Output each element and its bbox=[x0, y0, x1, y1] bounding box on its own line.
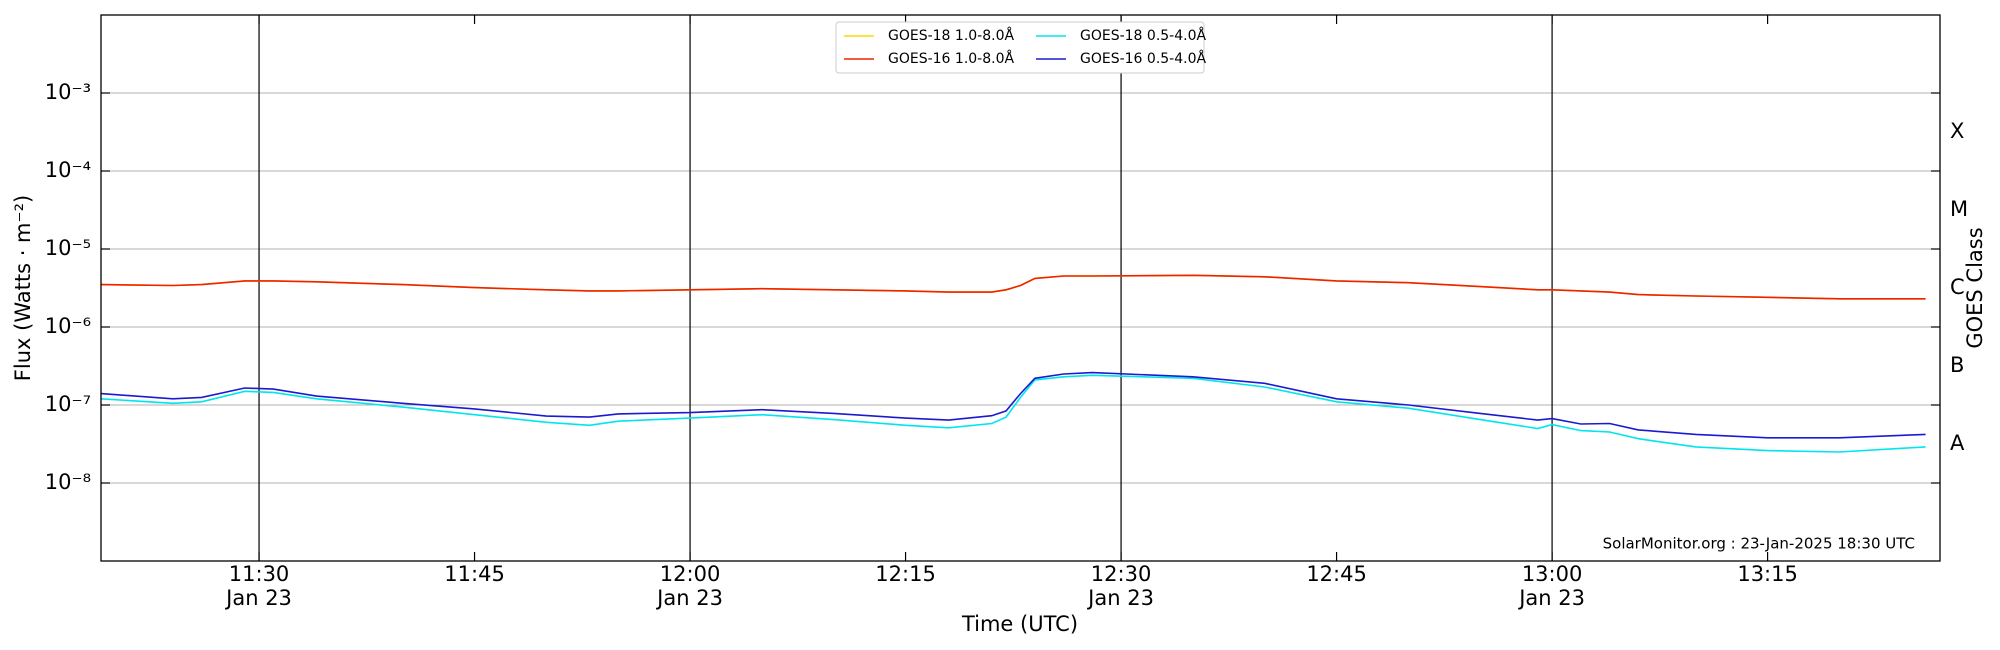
y-tick-label: 10⁻⁸ bbox=[45, 470, 91, 494]
y-tick-label: 10⁻³ bbox=[45, 80, 91, 104]
legend-label: GOES-16 1.0-8.0Å bbox=[888, 50, 1014, 67]
legend-label: GOES-18 0.5-4.0Å bbox=[1080, 27, 1206, 44]
legend-label: GOES-16 0.5-4.0Å bbox=[1080, 50, 1206, 67]
y2-tick-label: A bbox=[1950, 431, 1965, 455]
y-axis-label: Flux (Watts · m⁻²) bbox=[11, 195, 35, 381]
annotation: SolarMonitor.org : 23-Jan-2025 18:30 UTC bbox=[1603, 535, 1915, 553]
x-tick-sublabel: Jan 23 bbox=[1086, 586, 1154, 610]
x-tick-sublabel: Jan 23 bbox=[655, 586, 723, 610]
y-tick-label: 10⁻⁷ bbox=[45, 392, 91, 416]
series-line bbox=[100, 274, 1926, 300]
series-line bbox=[100, 374, 1926, 453]
x-tick-label: 12:15 bbox=[875, 562, 936, 586]
x-tick-label: 12:45 bbox=[1306, 562, 1367, 586]
y2-tick-label: X bbox=[1950, 119, 1964, 143]
x-axis-label: Time (UTC) bbox=[961, 612, 1078, 636]
x-tick-label: 12:30 bbox=[1091, 562, 1152, 586]
y-tick-label: 10⁻⁶ bbox=[45, 314, 91, 338]
x-tick-sublabel: Jan 23 bbox=[224, 586, 292, 610]
x-tick-label: 12:00 bbox=[660, 562, 721, 586]
x-tick-label: 13:00 bbox=[1522, 562, 1583, 586]
legend-box bbox=[835, 21, 1205, 74]
plot-frame bbox=[100, 14, 1941, 562]
series-line bbox=[100, 371, 1926, 439]
y-tick-label: 10⁻⁴ bbox=[45, 158, 91, 182]
x-tick-sublabel: Jan 23 bbox=[1517, 586, 1585, 610]
x-tick-label: 11:30 bbox=[229, 562, 290, 586]
y2-tick-label: C bbox=[1950, 275, 1965, 299]
y-tick-label: 10⁻⁵ bbox=[45, 236, 91, 260]
y2-axis-label: GOES Class bbox=[1963, 227, 1987, 348]
y2-tick-label: B bbox=[1950, 353, 1964, 377]
y2-tick-label: M bbox=[1950, 197, 1968, 221]
x-tick-label: 13:15 bbox=[1737, 562, 1798, 586]
x-tick-label: 11:45 bbox=[444, 562, 505, 586]
legend-label: GOES-18 1.0-8.0Å bbox=[888, 27, 1014, 44]
